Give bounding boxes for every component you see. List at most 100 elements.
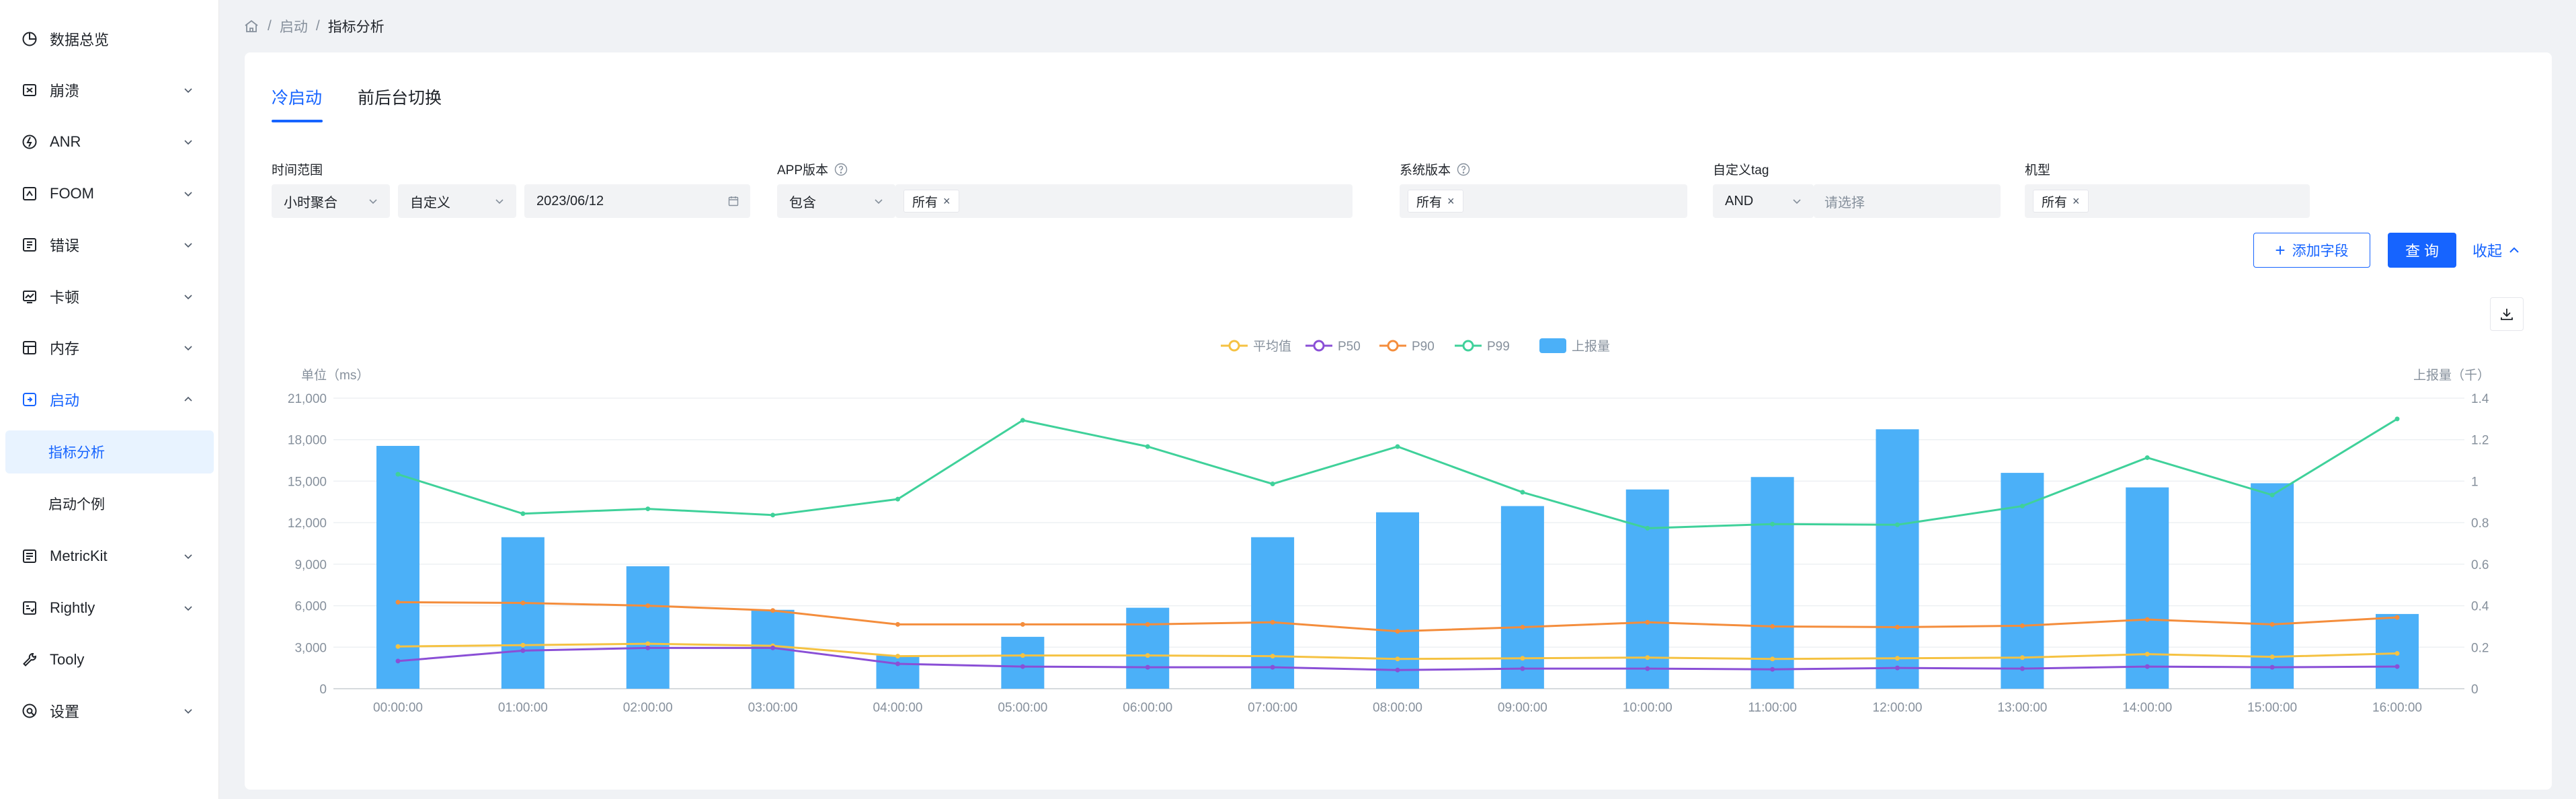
sidebar-item-9[interactable]: Rightly <box>0 586 219 630</box>
p50-point <box>1145 664 1150 670</box>
p90-point <box>520 600 526 605</box>
device-model-tag-input[interactable]: 所有 × <box>2025 184 2310 218</box>
sidebar-item-10[interactable]: Tooly <box>0 638 219 681</box>
main-card: 冷启动 前后台切换 时间范围 小时聚合 自定义 2023/06/12 APP版本… <box>245 52 2552 790</box>
tab-cold-start[interactable]: 冷启动 <box>272 89 323 108</box>
close-icon[interactable]: × <box>2072 194 2080 208</box>
help-icon[interactable] <box>1456 162 1471 177</box>
p90-point <box>770 608 776 613</box>
p99-point <box>1145 444 1150 449</box>
p50-point <box>2019 666 2025 671</box>
p99-point <box>2144 455 2150 460</box>
os-version-tag-input[interactable]: 所有 × <box>1400 184 1687 218</box>
p50-point <box>1520 666 1525 671</box>
p99-line <box>397 418 2398 529</box>
sidebar-item-5[interactable]: 卡顿 <box>0 275 219 318</box>
chevron-down-icon <box>1791 195 1803 207</box>
custom-tag-value-select[interactable]: 请选择 <box>1814 184 2001 218</box>
close-icon[interactable]: × <box>1447 194 1455 208</box>
sidebar-item-label: ANR <box>50 133 81 150</box>
legend-marker <box>1539 338 1566 353</box>
x-tick-label: 05:00:00 <box>998 701 1047 715</box>
x-tick-label: 16:00:00 <box>2372 701 2422 715</box>
help-icon[interactable] <box>834 162 848 177</box>
chevron-down-icon <box>182 135 195 149</box>
app-version-tag-input[interactable]: 所有 × <box>895 184 1353 218</box>
y-tick-label-right: 1.2 <box>2471 434 2489 448</box>
time-mode-select[interactable]: 自定义 <box>398 184 516 218</box>
aggregation-select[interactable]: 小时聚合 <box>272 184 390 218</box>
y-tick-label-left: 9,000 <box>294 558 327 572</box>
bar-report-count <box>501 537 545 689</box>
sidebar-item-1[interactable]: 崩溃 <box>0 69 219 112</box>
right-axis-label: 上报量（千） <box>2413 368 2490 383</box>
y-tick-label-left: 15,000 <box>288 475 327 489</box>
home-icon[interactable] <box>243 18 259 34</box>
bar-report-count <box>876 655 920 689</box>
bar-report-count <box>2251 483 2294 689</box>
avg-point <box>895 654 900 659</box>
y-tick-label-right: 0 <box>2471 683 2479 697</box>
close-icon[interactable]: × <box>943 194 951 208</box>
bar-report-count <box>1376 512 1419 689</box>
breadcrumb-item-launch[interactable]: 启动 <box>279 20 308 35</box>
p90-point <box>395 599 401 605</box>
add-field-button[interactable]: + 添加字段 <box>2253 233 2370 268</box>
avg-point <box>1270 654 1275 659</box>
sidebar-item-3[interactable]: FOOM <box>0 172 219 215</box>
sidebar-item-11[interactable]: 设置 <box>0 689 219 732</box>
os-version-label: 系统版本 <box>1400 160 1471 178</box>
breadcrumb-item-current: 指标分析 <box>327 20 385 35</box>
query-button[interactable]: 查 询 <box>2388 233 2456 268</box>
date-picker[interactable]: 2023/06/12 <box>524 184 750 218</box>
x-tick-label: 11:00:00 <box>1748 701 1797 715</box>
sidebar-subitem-label: 指标分析 <box>48 445 105 461</box>
y-tick-label-left: 12,000 <box>288 517 327 531</box>
sidebar-item-0[interactable]: 数据总览 <box>0 17 219 61</box>
p99-point <box>520 511 526 517</box>
chevron-up-icon <box>2509 247 2519 253</box>
bar-report-count <box>376 445 419 689</box>
p99-point <box>1770 521 1775 527</box>
y-tick-label-right: 0.8 <box>2471 517 2489 531</box>
bar-report-count <box>1251 537 1295 689</box>
avg-point <box>520 642 526 648</box>
avg-point <box>770 643 776 648</box>
sidebar-item-7[interactable]: 启动 <box>0 378 219 421</box>
app-version-operator-select[interactable]: 包含 <box>777 184 895 218</box>
error-icon <box>20 235 39 254</box>
p50-point <box>1020 664 1025 669</box>
p90-point <box>645 603 651 609</box>
download-button[interactable] <box>2490 297 2524 331</box>
x-tick-label: 01:00:00 <box>498 701 548 715</box>
tab-foreground-switch[interactable]: 前后台切换 <box>358 89 442 108</box>
p90-point <box>1645 619 1650 625</box>
chevron-down-icon <box>182 704 195 718</box>
custom-tag-operator-select[interactable]: AND <box>1713 184 1814 218</box>
sidebar-item-label: 启动 <box>50 392 80 409</box>
sidebar-subitem-0[interactable]: 指标分析 <box>5 430 214 473</box>
breadcrumb: / 启动 / 指标分析 <box>243 16 385 36</box>
collapse-button[interactable]: 收起 <box>2472 233 2521 268</box>
sidebar-subitem-1[interactable]: 启动个例 <box>0 482 219 525</box>
sidebar-item-label: MetricKit <box>50 547 108 564</box>
bar-report-count <box>626 566 670 689</box>
y-tick-label-right: 1.4 <box>2471 392 2489 406</box>
sidebar-item-4[interactable]: 错误 <box>0 223 219 266</box>
avg-point <box>1145 653 1150 658</box>
wrench-icon <box>20 650 39 669</box>
sidebar-item-label: 卡顿 <box>50 289 80 306</box>
p90-point <box>1145 621 1150 627</box>
p90-point <box>1770 623 1775 629</box>
sidebar-item-label: 设置 <box>50 703 80 720</box>
chevron-down-icon <box>182 238 195 252</box>
sidebar-item-6[interactable]: 内存 <box>0 326 219 369</box>
p99-point <box>1395 444 1400 449</box>
sidebar-item-8[interactable]: MetricKit <box>0 535 219 578</box>
legend-label: P90 <box>1412 340 1435 354</box>
p50-point <box>895 661 900 667</box>
app-version-label: APP版本 <box>777 160 848 178</box>
memory-icon <box>20 338 39 357</box>
sidebar-item-2[interactable]: ANR <box>0 120 219 163</box>
y-tick-label-right: 0.6 <box>2471 558 2489 572</box>
